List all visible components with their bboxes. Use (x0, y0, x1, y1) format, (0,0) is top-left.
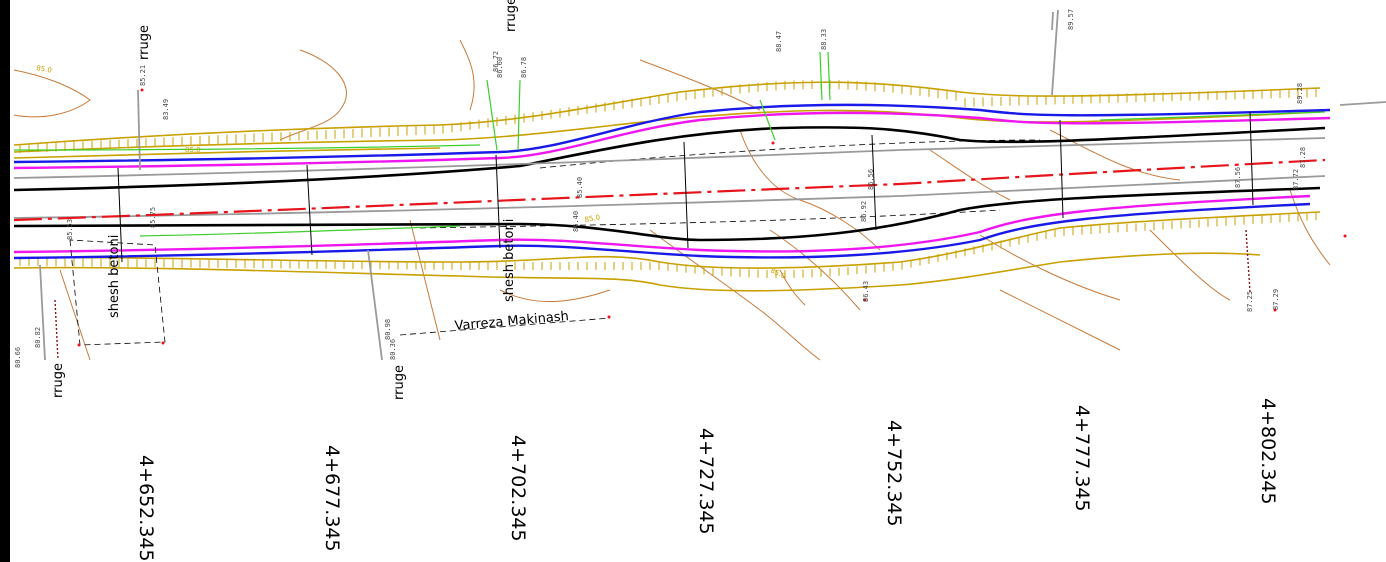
label-rruge-top-mid: rruge (504, 0, 519, 32)
contour-line (929, 149, 1011, 201)
contour-line (1289, 189, 1331, 266)
edge-magenta-top (13, 111, 1331, 170)
contour-line (999, 289, 1121, 351)
elevation-label: 86.60 (496, 57, 504, 78)
elevation-label: 89.28 (1296, 83, 1304, 104)
survey-points (77, 88, 1347, 347)
contour-line (739, 129, 881, 251)
lower-slope-hatch (19, 212, 1317, 278)
elevation-label: 87.25 (1246, 291, 1254, 312)
elevation-label: 86.78 (520, 57, 528, 78)
elevation-labels: 85.21 86.60 86.78 88.47 88.33 89.57 89.2… (14, 9, 1307, 368)
survey-markers (54, 229, 1251, 361)
label-shesh-betoni-left: shesh betoni (107, 235, 122, 318)
contour-line (769, 229, 861, 311)
elevation-label: 85.40 (576, 177, 584, 198)
contour-lines (13, 39, 1331, 361)
grey-lines (13, 9, 1386, 361)
station-lines (117, 111, 1254, 263)
contour-line (279, 49, 347, 141)
elevation-label: 87.56 (1234, 167, 1242, 188)
label-rruge-bottom-mid: rruge (392, 365, 407, 400)
contour-line (1149, 229, 1231, 301)
label-shesh-betoni-mid: shesh betoni (502, 219, 517, 302)
elevation-label: 87.72 (1292, 169, 1300, 190)
chainage-label: 4+752.345 (883, 420, 905, 527)
elevation-label: 80.66 (14, 347, 22, 368)
chainage-label: 4+702.345 (507, 435, 529, 542)
upper-slope-hatch (19, 80, 1317, 154)
elevation-label: 86.72 (492, 51, 500, 72)
chainage-label: 4+727.345 (695, 428, 717, 535)
drawing-frame-left-border (0, 0, 10, 562)
elevation-label: 86.92 (860, 201, 868, 222)
label-varreza-makinash: Varreza Makinash (454, 309, 569, 334)
contour-label: 85.0 (185, 146, 201, 154)
elevation-label: 87.28 (1299, 147, 1307, 168)
edge-blue-bot (13, 202, 1311, 260)
centerline (13, 158, 1326, 222)
elevation-label: 86.40 (572, 211, 580, 232)
contour-line (639, 59, 761, 111)
contour-line (499, 289, 611, 302)
label-rruge-top-left: rruge (137, 25, 152, 60)
label-rruge-bottom-left: rruge (51, 363, 66, 398)
contour-line (649, 229, 821, 361)
elevation-label: 85.21 (139, 65, 147, 86)
elevation-label: 86.56 (867, 169, 875, 190)
elevation-label: 88.47 (775, 31, 783, 52)
chainage-label: 4+652.345 (135, 455, 157, 562)
contour-line (459, 39, 475, 111)
elevation-label: 80.82 (34, 327, 42, 348)
elevation-label: 85.75 (149, 207, 157, 228)
edge-magenta-bot (13, 194, 1311, 254)
contour-line (13, 69, 91, 118)
contour-line (59, 269, 91, 361)
chainage-label: 4+802.345 (1257, 398, 1279, 505)
upper-slope-band (13, 81, 1321, 159)
contour-label: 85.0 (36, 64, 53, 75)
elevation-label: 80.36 (389, 339, 397, 360)
elevation-label: 83.49 (162, 99, 170, 120)
elevation-label: 86.43 (862, 281, 870, 302)
chainage-labels: 4+652.345 4+677.345 4+702.345 4+727.345 … (135, 398, 1279, 562)
road-edge-lines (13, 103, 1331, 260)
contour-label: 85.0 (584, 213, 601, 224)
edge-blue-top (13, 103, 1331, 164)
contour-line (1049, 129, 1181, 181)
contour-line (409, 219, 441, 341)
lower-slope-band (13, 211, 1321, 292)
dashed-lines (69, 139, 1041, 346)
elevation-label: 88.33 (820, 29, 828, 50)
elevation-label: 85.53 (66, 219, 74, 240)
elevation-label: 80.98 (384, 319, 392, 340)
elevation-label: 89.57 (1067, 9, 1075, 30)
green-lines (13, 51, 1326, 237)
contour-line (779, 269, 806, 306)
chainage-label: 4+677.345 (321, 445, 343, 552)
elevation-label: 87.29 (1272, 289, 1280, 310)
chainage-label: 4+777.345 (1071, 405, 1093, 512)
